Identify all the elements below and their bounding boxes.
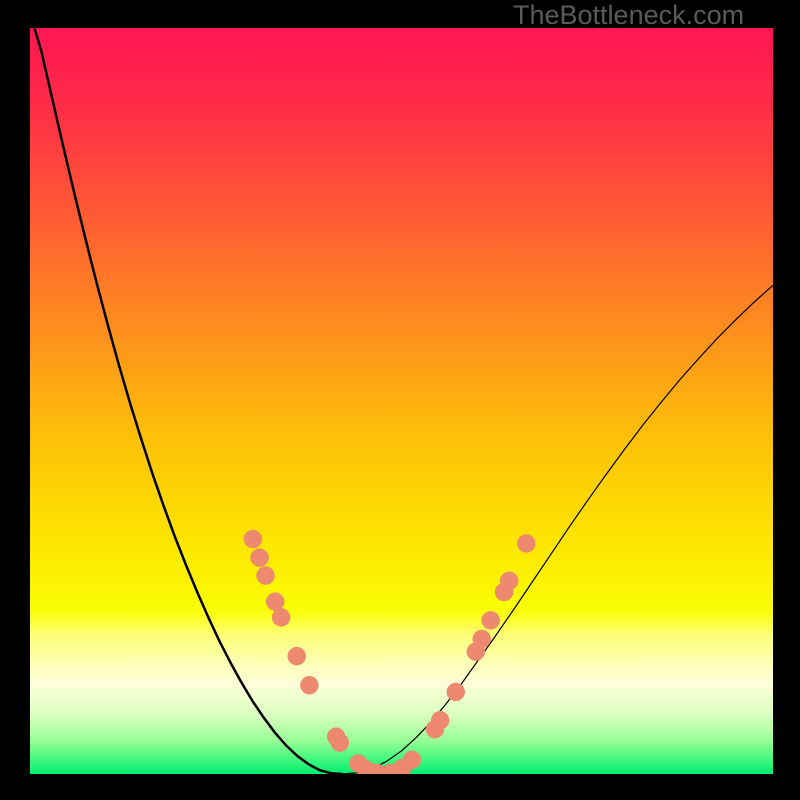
data-marker bbox=[257, 567, 275, 585]
data-marker bbox=[244, 530, 262, 548]
data-marker bbox=[403, 751, 421, 769]
data-marker bbox=[517, 534, 535, 552]
data-marker bbox=[482, 611, 500, 629]
data-marker bbox=[266, 593, 284, 611]
watermark-text: TheBottleneck.com bbox=[513, 0, 744, 31]
data-marker bbox=[300, 676, 318, 694]
data-marker bbox=[500, 572, 518, 590]
chart-frame: TheBottleneck.com bbox=[0, 0, 800, 800]
plot-area bbox=[30, 28, 773, 774]
data-marker bbox=[473, 630, 491, 648]
data-marker bbox=[288, 647, 306, 665]
data-marker bbox=[251, 549, 269, 567]
data-marker bbox=[447, 683, 465, 701]
data-marker bbox=[272, 608, 290, 626]
data-marker bbox=[431, 711, 449, 729]
data-marker bbox=[331, 734, 349, 752]
chart-svg bbox=[30, 28, 773, 774]
